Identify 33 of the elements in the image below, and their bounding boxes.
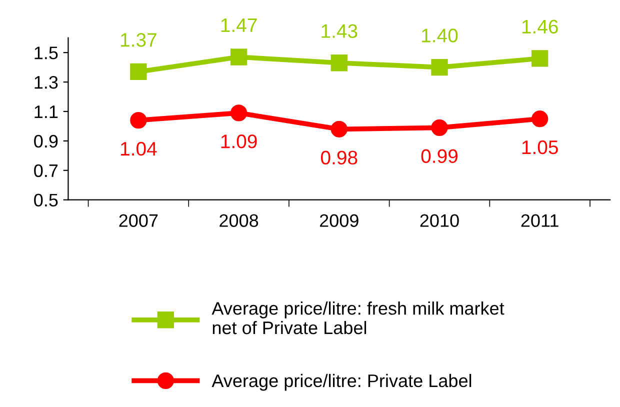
point xyxy=(130,63,147,80)
x-tick-label: 2007 xyxy=(119,214,158,227)
point xyxy=(230,48,248,66)
data-label: 1.40 xyxy=(422,28,458,42)
point xyxy=(532,50,548,67)
point xyxy=(431,58,448,76)
y-tick-label: 0.9 xyxy=(34,134,58,148)
data-label: 1.43 xyxy=(322,24,358,38)
x-tick-label: 2010 xyxy=(420,214,459,227)
data-label: 1.09 xyxy=(221,134,257,148)
y-tick-label: 0.7 xyxy=(34,164,58,178)
data-label: 0.99 xyxy=(421,149,458,164)
data-label: 1.05 xyxy=(522,140,558,154)
data-label: 1.37 xyxy=(121,33,156,47)
legend-label: Average price/litre: Private Label xyxy=(212,374,472,391)
y-tick-label: 1.3 xyxy=(34,76,58,89)
x-tick-label: 2011 xyxy=(521,214,558,227)
point xyxy=(130,112,147,129)
point xyxy=(532,110,548,128)
y-tick-label: 1.5 xyxy=(34,46,58,60)
data-label: 1.47 xyxy=(221,18,257,32)
x-tick-label: 2009 xyxy=(320,214,358,227)
x-tick-label: 2008 xyxy=(220,214,258,227)
point xyxy=(230,104,248,122)
y-tick-label: 0.5 xyxy=(34,194,58,207)
data-label: 1.46 xyxy=(522,20,558,34)
point xyxy=(330,120,348,138)
point xyxy=(330,54,348,72)
point xyxy=(431,119,448,136)
data-label: 1.04 xyxy=(121,142,157,156)
data-label: 0.98 xyxy=(320,150,358,164)
legend-label: Average price/litre: fresh milk market net of Private Label xyxy=(212,302,504,334)
y-tick-label: 1.1 xyxy=(34,106,58,118)
